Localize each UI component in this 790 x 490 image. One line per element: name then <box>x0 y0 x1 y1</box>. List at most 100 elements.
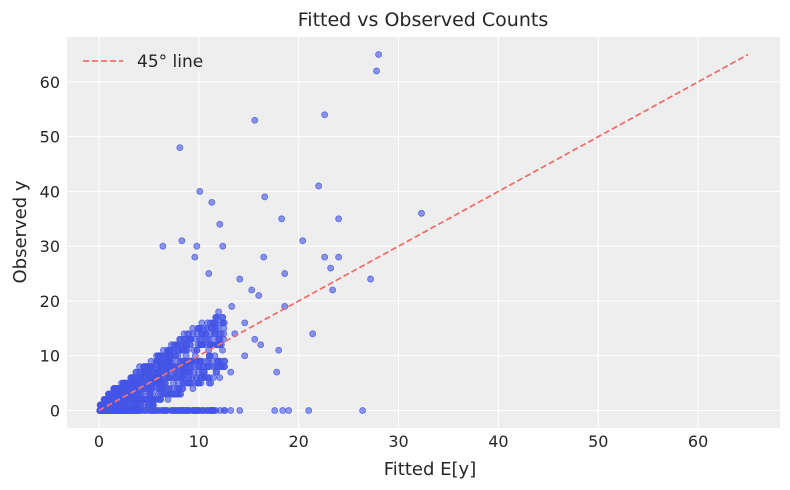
data-point <box>305 407 313 414</box>
data-point <box>367 275 374 283</box>
data-point <box>198 330 206 338</box>
data-point <box>149 374 157 382</box>
data-point <box>221 407 229 414</box>
data-point <box>275 346 283 354</box>
data-point <box>182 368 190 376</box>
data-point <box>329 286 337 294</box>
data-point <box>248 286 256 294</box>
x-axis-label: Fitted E[y] <box>384 459 476 480</box>
data-point <box>196 357 204 365</box>
x-tick-label: 50 <box>588 432 608 451</box>
data-point <box>321 253 329 261</box>
data-point <box>327 264 335 272</box>
data-points <box>96 51 425 414</box>
x-tick-labels: 0 10 20 30 40 50 60 <box>94 432 708 451</box>
data-point <box>179 379 187 387</box>
data-point <box>208 198 216 206</box>
data-point <box>142 396 150 403</box>
data-point <box>140 363 147 371</box>
data-point <box>221 357 229 365</box>
data-point <box>178 374 186 382</box>
data-point <box>214 357 221 365</box>
data-point <box>205 270 213 277</box>
data-point <box>166 390 174 398</box>
data-point <box>148 396 155 403</box>
data-point <box>194 379 202 387</box>
data-point <box>207 379 215 387</box>
data-point <box>133 407 140 414</box>
data-point <box>236 275 244 283</box>
y-tick-label: 30 <box>40 237 60 256</box>
data-point <box>220 319 228 327</box>
data-point <box>251 335 259 343</box>
data-point <box>216 374 224 382</box>
y-tick-label: 0 <box>50 401 60 420</box>
data-point <box>170 379 177 387</box>
data-point <box>260 253 268 261</box>
data-point <box>285 407 293 414</box>
data-point <box>191 253 199 261</box>
data-point <box>220 330 228 338</box>
legend: 45° line <box>83 52 203 72</box>
reference-line <box>98 53 749 412</box>
data-point <box>173 385 181 392</box>
data-point <box>373 67 380 75</box>
data-point <box>157 385 165 392</box>
data-point <box>197 374 205 382</box>
data-point <box>335 253 343 261</box>
y-tick-label: 50 <box>40 128 60 147</box>
data-point <box>180 335 188 343</box>
data-point <box>201 368 208 376</box>
legend-label: 45° line <box>137 52 203 72</box>
data-point <box>215 308 223 316</box>
data-point <box>315 182 323 190</box>
data-point <box>321 111 329 119</box>
data-point <box>194 368 202 376</box>
data-point <box>193 407 201 414</box>
data-point <box>217 363 224 371</box>
data-point <box>204 374 211 382</box>
x-tick-label: 10 <box>189 432 209 451</box>
data-point <box>121 407 128 414</box>
x-tick-label: 0 <box>94 432 104 451</box>
data-point <box>178 346 186 354</box>
data-point <box>142 374 150 382</box>
data-point <box>137 401 145 409</box>
data-point <box>196 188 204 195</box>
x-tick-label: 40 <box>488 432 508 451</box>
x-tick-label: 20 <box>288 432 308 451</box>
chart-title: Fitted vs Observed Counts <box>298 9 548 31</box>
data-point <box>160 346 167 354</box>
y-tick-label: 10 <box>40 347 60 366</box>
data-point <box>227 368 235 376</box>
x-tick-label: 60 <box>688 432 708 451</box>
y-tick-label: 20 <box>40 292 60 311</box>
data-point <box>257 341 265 349</box>
data-point <box>157 352 164 360</box>
data-point <box>102 396 110 403</box>
data-point <box>136 368 144 376</box>
data-point <box>219 313 227 321</box>
data-point <box>129 396 137 403</box>
data-point <box>210 407 217 414</box>
data-point <box>148 363 156 371</box>
data-point <box>174 390 182 398</box>
data-point <box>279 407 287 414</box>
data-point <box>227 407 235 414</box>
data-point <box>153 368 161 376</box>
data-point <box>309 330 317 338</box>
data-point <box>241 352 249 360</box>
data-point <box>219 242 227 250</box>
data-point <box>281 270 289 277</box>
data-point <box>236 407 244 414</box>
data-point <box>210 319 218 327</box>
data-point <box>155 390 162 398</box>
data-point <box>176 144 184 152</box>
data-point <box>194 324 202 332</box>
data-point <box>359 407 366 414</box>
y-tick-label: 60 <box>40 73 60 92</box>
data-point <box>209 374 217 382</box>
data-point <box>335 215 343 223</box>
data-point <box>162 363 170 371</box>
